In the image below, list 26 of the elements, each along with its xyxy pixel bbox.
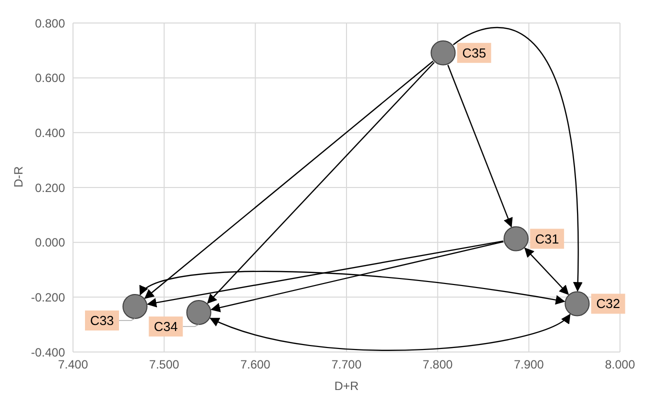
annotation: C33	[90, 312, 114, 328]
x-tick-label: 8.000	[604, 358, 636, 372]
x-tick-label: 7.700	[331, 358, 362, 372]
y-tick-label: -0.400	[30, 345, 66, 360]
y-tick-label: 0.200	[34, 180, 66, 195]
point	[122, 294, 148, 319]
y-tick-label: -0.200	[30, 290, 66, 304]
annotation: C31	[535, 231, 559, 246]
y-axis-title: D-R	[11, 166, 26, 188]
point	[430, 40, 456, 66]
y-tick-label: 0.000	[34, 236, 66, 250]
annotation: C32	[596, 296, 620, 312]
point	[504, 226, 529, 252]
x-axis-title: D+R	[334, 379, 359, 393]
x-tick-label: 7.600	[240, 358, 271, 372]
y-tick-label: 0.400	[34, 126, 66, 140]
point	[186, 300, 212, 326]
x-tick-label: 7.800	[422, 358, 454, 372]
y-tick-label: 0.800	[34, 16, 66, 30]
annotation: C35	[462, 45, 486, 60]
point	[564, 291, 590, 316]
x-tick-label: 7.400	[58, 358, 88, 372]
x-tick-label: 7.500	[149, 358, 180, 372]
y-tick-label: 0.600	[34, 71, 66, 86]
x-tick-label: 7.900	[514, 358, 544, 372]
annotation: C34	[154, 319, 178, 334]
